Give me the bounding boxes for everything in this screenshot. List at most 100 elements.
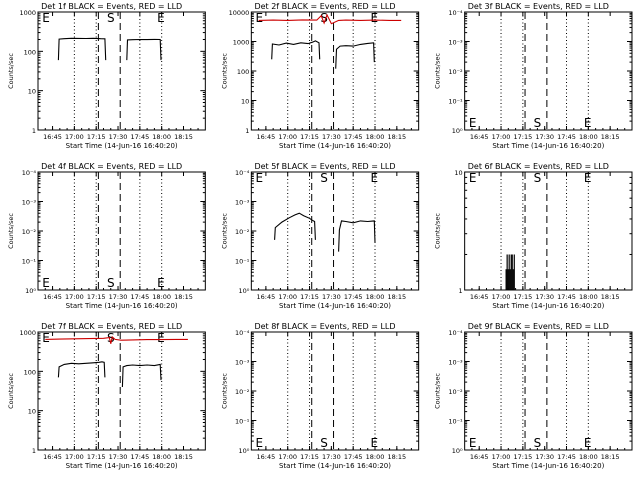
- x-tick-label: 17:00: [492, 133, 511, 141]
- y-tick-label: 10⁻⁴: [22, 169, 37, 177]
- x-tick-label: 18:00: [366, 453, 385, 461]
- events-series-line: [274, 212, 316, 240]
- y-tick-label: 1: [245, 127, 249, 135]
- x-tick-label: 17:00: [65, 453, 84, 461]
- y-tick-label: 10⁰: [238, 287, 249, 295]
- y-axis-label: Counts/sec: [7, 373, 15, 409]
- marker-e: E: [370, 171, 378, 185]
- x-tick-label: 17:45: [130, 453, 149, 461]
- x-tick-label: 17:45: [344, 133, 363, 141]
- plot-frame: [250, 171, 420, 291]
- plot-frame: [37, 331, 206, 451]
- y-tick-label: 10⁻¹: [22, 258, 37, 266]
- x-tick-label: 17:15: [87, 453, 106, 461]
- x-tick-label: 17:15: [513, 453, 532, 461]
- y-tick-label: 10⁻⁴: [235, 169, 250, 177]
- marker-e: E: [256, 171, 264, 185]
- x-tick-label: 17:45: [344, 453, 363, 461]
- plot-frame: [250, 331, 420, 451]
- x-axis-label: Start Time (14-Jun-16 16:40:20): [279, 462, 391, 470]
- x-axis-label: Start Time (14-Jun-16 16:40:20): [279, 302, 391, 310]
- marker-s: S: [320, 171, 328, 185]
- y-tick-label: 10000: [229, 9, 250, 17]
- x-tick-label: 17:30: [322, 453, 341, 461]
- x-tick-label: 18:00: [579, 133, 598, 141]
- x-tick-label: 17:15: [300, 453, 319, 461]
- x-tick-label: 18:15: [387, 293, 406, 301]
- marker-e: E: [469, 171, 477, 185]
- chart-title: Det 7f BLACK = Events, RED = LLD: [41, 322, 182, 331]
- x-tick-label: 17:45: [130, 293, 149, 301]
- marker-e: E: [256, 436, 264, 450]
- chart-title: Det 5f BLACK = Events, RED = LLD: [254, 162, 395, 171]
- x-axis-label: Start Time (14-Jun-16 16:40:20): [492, 462, 604, 470]
- x-tick-label: 17:30: [109, 453, 128, 461]
- x-tick-label: 18:00: [152, 453, 171, 461]
- marker-e: E: [42, 11, 50, 25]
- marker-s: S: [107, 276, 115, 290]
- x-tick-label: 17:00: [65, 293, 84, 301]
- events-series-line: [126, 38, 162, 61]
- marker-s: S: [320, 11, 328, 25]
- x-tick-label: 18:15: [387, 133, 406, 141]
- y-tick-label: 10⁰: [238, 447, 249, 455]
- x-axis-label: Start Time (14-Jun-16 16:40:20): [492, 302, 604, 310]
- marker-e: E: [584, 171, 592, 185]
- x-axis-label: Start Time (14-Jun-16 16:40:20): [279, 142, 391, 150]
- y-tick-label: 10⁻³: [22, 199, 37, 207]
- lld-series-line: [45, 335, 188, 344]
- y-tick-label: 100: [24, 48, 36, 56]
- x-tick-label: 17:30: [322, 133, 341, 141]
- marker-e: E: [157, 276, 165, 290]
- x-tick-label: 17:30: [109, 133, 128, 141]
- x-tick-label: 17:45: [557, 453, 576, 461]
- x-tick-label: 17:30: [535, 293, 554, 301]
- marker-s: S: [107, 331, 115, 345]
- y-tick-label: 10⁻³: [448, 39, 463, 47]
- events-series-line: [335, 42, 375, 69]
- x-tick-label: 17:30: [535, 133, 554, 141]
- marker-s: S: [107, 11, 115, 25]
- x-tick-label: 16:45: [470, 453, 489, 461]
- y-tick-label: 10⁻⁴: [448, 9, 463, 17]
- y-tick-label: 10⁻²: [235, 388, 250, 396]
- marker-s: S: [534, 171, 542, 185]
- events-series-line: [338, 220, 376, 252]
- x-tick-label: 18:15: [387, 453, 406, 461]
- x-tick-label: 17:00: [278, 293, 297, 301]
- y-tick-label: 1000: [233, 39, 250, 47]
- y-tick-label: 10⁻³: [235, 199, 250, 207]
- x-tick-label: 16:45: [43, 293, 62, 301]
- x-tick-label: 17:30: [322, 293, 341, 301]
- y-tick-label: 1000: [19, 9, 36, 17]
- x-axis-label: Start Time (14-Jun-16 16:40:20): [492, 142, 604, 150]
- plot-frame: [37, 171, 206, 291]
- x-tick-label: 17:15: [300, 133, 319, 141]
- y-tick-label: 10⁰: [25, 287, 36, 295]
- chart-title: Det 6f BLACK = Events, RED = LLD: [468, 162, 609, 171]
- x-tick-label: 17:00: [278, 133, 297, 141]
- y-tick-label: 100: [237, 68, 249, 76]
- marker-e: E: [370, 436, 378, 450]
- y-axis-label: Counts/sec: [434, 213, 442, 249]
- y-tick-label: 10: [241, 98, 249, 106]
- y-tick-label: 10⁰: [452, 447, 463, 455]
- marker-s: S: [534, 436, 542, 450]
- y-tick-label: 10⁻¹: [235, 258, 250, 266]
- marker-e: E: [256, 11, 264, 25]
- x-tick-label: 18:00: [152, 293, 171, 301]
- x-tick-label: 18:00: [579, 293, 598, 301]
- events-series-line: [121, 363, 162, 388]
- x-tick-label: 17:15: [87, 293, 106, 301]
- chart-title: Det 2f BLACK = Events, RED = LLD: [254, 2, 395, 11]
- y-tick-label: 1000: [19, 329, 36, 337]
- x-tick-label: 16:45: [43, 453, 62, 461]
- y-tick-label: 10⁻³: [448, 359, 463, 367]
- x-tick-label: 18:00: [152, 133, 171, 141]
